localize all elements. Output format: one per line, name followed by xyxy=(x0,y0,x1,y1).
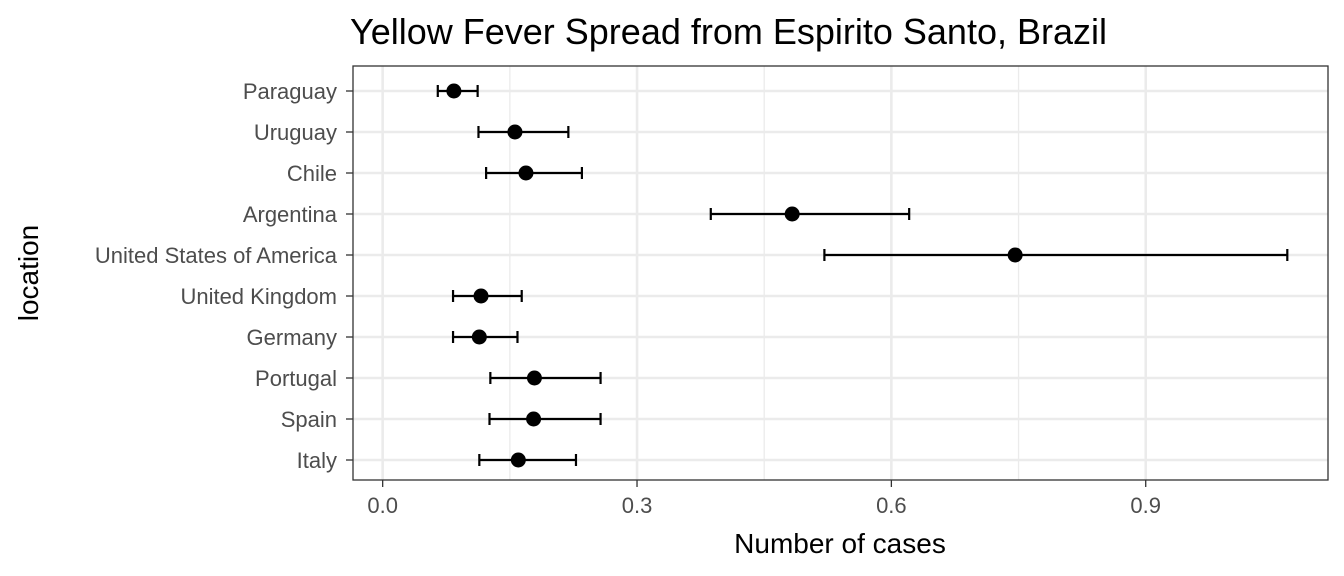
chart-title: Yellow Fever Spread from Espirito Santo,… xyxy=(350,11,1107,52)
y-tick-label: Germany xyxy=(247,325,337,350)
x-axis-title: Number of cases xyxy=(734,528,946,559)
y-axis: Paraguay Uruguay Chile Argentina United Stat… xyxy=(95,79,353,473)
data-point xyxy=(526,411,542,427)
x-tick-label: 0.9 xyxy=(1130,493,1161,518)
data-marks xyxy=(436,83,1289,468)
y-tick-label: Portugal xyxy=(255,366,337,391)
data-point xyxy=(1007,247,1023,263)
data-point xyxy=(526,370,542,386)
data-point xyxy=(446,83,462,99)
data-point xyxy=(510,452,526,468)
data-point xyxy=(471,329,487,345)
plot-border xyxy=(352,65,1329,481)
y-tick-label: Paraguay xyxy=(243,79,337,104)
x-axis: 0.0 0.3 0.6 0.9 xyxy=(367,480,1161,518)
y-tick-label: United Kingdom xyxy=(180,284,337,309)
data-point xyxy=(784,206,800,222)
y-tick-label: Spain xyxy=(281,407,337,432)
x-tick-label: 0.0 xyxy=(367,493,398,518)
data-point xyxy=(473,288,489,304)
y-tick-label: Chile xyxy=(287,161,337,186)
y-tick-label: United States of America xyxy=(95,243,338,268)
x-tick-label: 0.6 xyxy=(876,493,907,518)
y-tick-label: Uruguay xyxy=(254,120,337,145)
y-tick-label: Argentina xyxy=(243,202,338,227)
y-axis-title: location xyxy=(13,225,44,322)
x-tick-label: 0.3 xyxy=(622,493,653,518)
y-tick-label: Italy xyxy=(297,448,337,473)
data-point xyxy=(518,165,534,181)
data-point xyxy=(507,124,523,140)
